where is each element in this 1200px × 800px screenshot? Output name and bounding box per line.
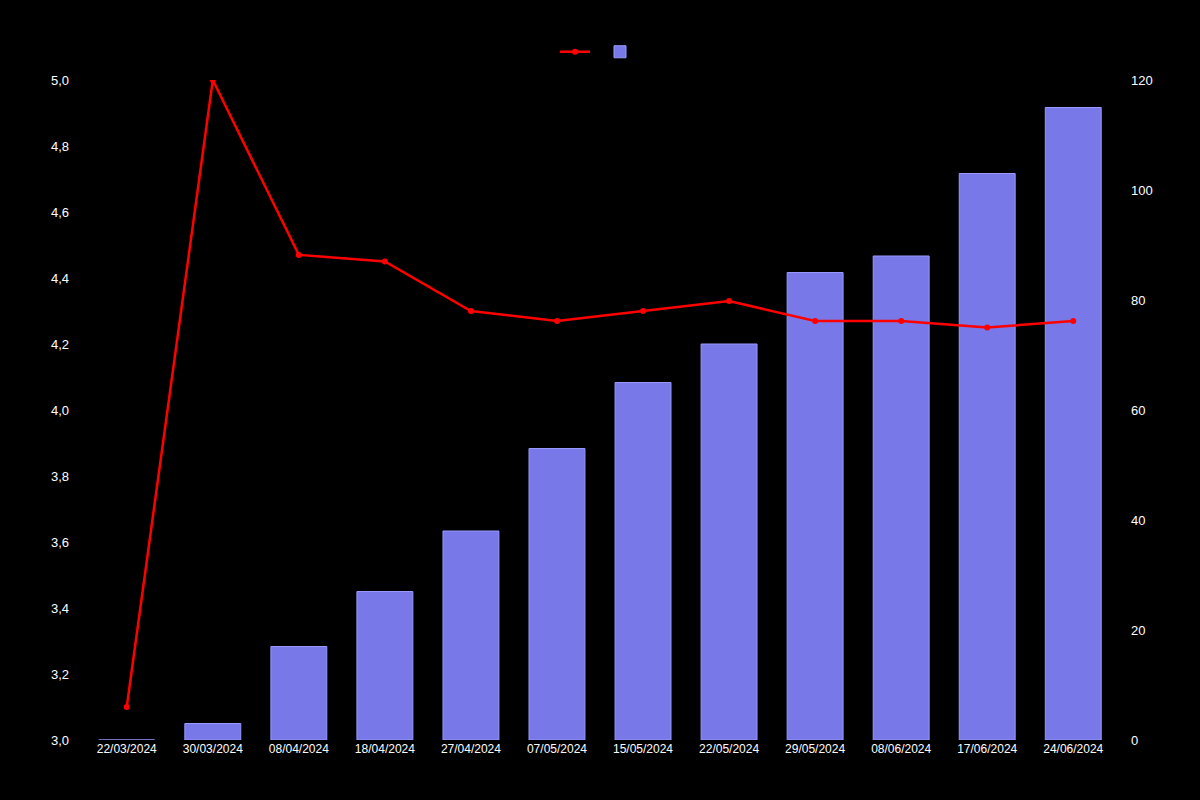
svg-text:4,2: 4,2 — [51, 337, 69, 352]
svg-text:4,8: 4,8 — [51, 139, 69, 154]
svg-text:80: 80 — [1131, 293, 1145, 308]
svg-text:15/05/2024: 15/05/2024 — [613, 742, 673, 756]
svg-text:0: 0 — [1131, 733, 1138, 748]
svg-text:18/04/2024: 18/04/2024 — [355, 742, 415, 756]
svg-text:4,4: 4,4 — [51, 271, 69, 286]
svg-text:120: 120 — [1131, 73, 1153, 88]
svg-text:08/06/2024: 08/06/2024 — [871, 742, 931, 756]
svg-text:07/05/2024: 07/05/2024 — [527, 742, 587, 756]
svg-text:20: 20 — [1131, 623, 1145, 638]
svg-text:60: 60 — [1131, 403, 1145, 418]
svg-text:24/06/2024: 24/06/2024 — [1043, 742, 1103, 756]
svg-text:3,2: 3,2 — [51, 667, 69, 682]
svg-text:3,8: 3,8 — [51, 469, 69, 484]
svg-text:3,0: 3,0 — [51, 733, 69, 748]
svg-text:5,0: 5,0 — [51, 73, 69, 88]
svg-text:40: 40 — [1131, 513, 1145, 528]
svg-text:08/04/2024: 08/04/2024 — [269, 742, 329, 756]
svg-text:17/06/2024: 17/06/2024 — [957, 742, 1017, 756]
svg-text:22/03/2024: 22/03/2024 — [97, 742, 157, 756]
svg-text:22/05/2024: 22/05/2024 — [699, 742, 759, 756]
svg-text:29/05/2024: 29/05/2024 — [785, 742, 845, 756]
svg-text:4,6: 4,6 — [51, 205, 69, 220]
svg-text:3,6: 3,6 — [51, 535, 69, 550]
svg-text:3,4: 3,4 — [51, 601, 69, 616]
svg-text:4,0: 4,0 — [51, 403, 69, 418]
svg-text:100: 100 — [1131, 183, 1153, 198]
svg-text:27/04/2024: 27/04/2024 — [441, 742, 501, 756]
svg-text:30/03/2024: 30/03/2024 — [183, 742, 243, 756]
